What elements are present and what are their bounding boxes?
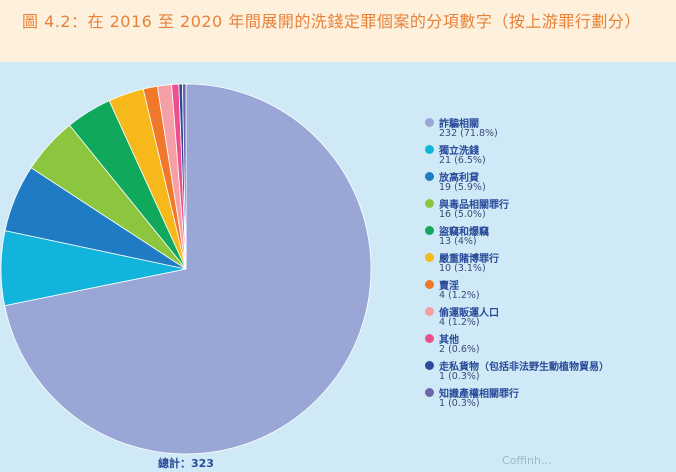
legend-item-2: 放高利貸 19 (5.9%)	[425, 169, 675, 196]
legend-label-9: 走私貨物（包括非法野生動植物貿易）	[439, 362, 609, 373]
legend-swatch-5	[425, 253, 434, 262]
legend-label-6: 賣淫	[439, 281, 459, 292]
legend-value-10: 1 (0.3%)	[439, 398, 480, 409]
legend-value-5: 10 (3.1%)	[439, 263, 486, 274]
legend-swatch-3	[425, 199, 434, 208]
legend-swatch-4	[425, 226, 434, 235]
legend-value-1: 21 (6.5%)	[439, 155, 486, 166]
legend-value-3: 16 (5.0%)	[439, 209, 486, 220]
legend-value-0: 232 (71.8%)	[439, 128, 498, 139]
legend-item-4: 盜竊和爆竊 13 (4%)	[425, 223, 675, 250]
legend-item-6: 賣淫 4 (1.2%)	[425, 277, 675, 304]
legend-item-7: 偷運販運人口 4 (1.2%)	[425, 304, 675, 331]
legend-item-5: 嚴重賭博罪行 10 (3.1%)	[425, 250, 675, 277]
legend-item-3: 與毒品相關罪行 16 (5.0%)	[425, 196, 675, 223]
legend-label-3: 與毒品相關罪行	[439, 200, 509, 211]
legend-label-1: 獨立洗錢	[439, 146, 479, 157]
legend-item-10: 知識產權相關罪行 1 (0.3%)	[425, 385, 675, 412]
legend-swatch-6	[425, 280, 434, 289]
legend-value-9: 1 (0.3%)	[439, 371, 480, 382]
legend-label-7: 偷運販運人口	[439, 308, 499, 319]
legend-swatch-8	[425, 334, 434, 343]
watermark: Coffinh…	[502, 454, 552, 467]
title-banner: 圖 4.2：在 2016 至 2020 年間展開的洗錢定罪個案的分項數字（按上游…	[0, 0, 676, 62]
pie-chart	[0, 83, 372, 455]
legend-swatch-7	[425, 307, 434, 316]
legend-swatch-1	[425, 145, 434, 154]
legend-swatch-9	[425, 361, 434, 370]
legend-label-2: 放高利貸	[439, 173, 479, 184]
legend-value-2: 19 (5.9%)	[439, 182, 486, 193]
legend-label-10: 知識產權相關罪行	[439, 389, 519, 400]
legend-value-6: 4 (1.2%)	[439, 290, 480, 301]
total-label: 總計：323	[158, 457, 214, 470]
chart-title: 圖 4.2：在 2016 至 2020 年間展開的洗錢定罪個案的分項數字（按上游…	[22, 12, 641, 31]
legend-value-4: 13 (4%)	[439, 236, 477, 247]
legend-label-8: 其他	[439, 335, 459, 346]
legend-item-0: 詐騙相關 232 (71.8%)	[425, 115, 675, 142]
legend-label-5: 嚴重賭博罪行	[439, 254, 499, 265]
legend-label-0: 詐騙相關	[439, 119, 479, 130]
legend-value-7: 4 (1.2%)	[439, 317, 480, 328]
legend-item-1: 獨立洗錢 21 (6.5%)	[425, 142, 675, 169]
legend-value-8: 2 (0.6%)	[439, 344, 480, 355]
pie-slice-0	[4, 83, 372, 455]
legend-item-9: 走私貨物（包括非法野生動植物貿易） 1 (0.3%)	[425, 358, 675, 385]
legend-swatch-2	[425, 172, 434, 181]
legend-swatch-10	[425, 388, 434, 397]
chart-legend: 詐騙相關 232 (71.8%) 獨立洗錢 21 (6.5%) 放高利貸 19 (5.9%…	[425, 115, 675, 412]
legend-swatch-0	[425, 118, 434, 127]
chart-area	[0, 62, 676, 472]
legend-label-4: 盜竊和爆竊	[439, 227, 489, 238]
pie-slice-10	[181, 83, 187, 270]
legend-item-8: 其他 2 (0.6%)	[425, 331, 675, 358]
